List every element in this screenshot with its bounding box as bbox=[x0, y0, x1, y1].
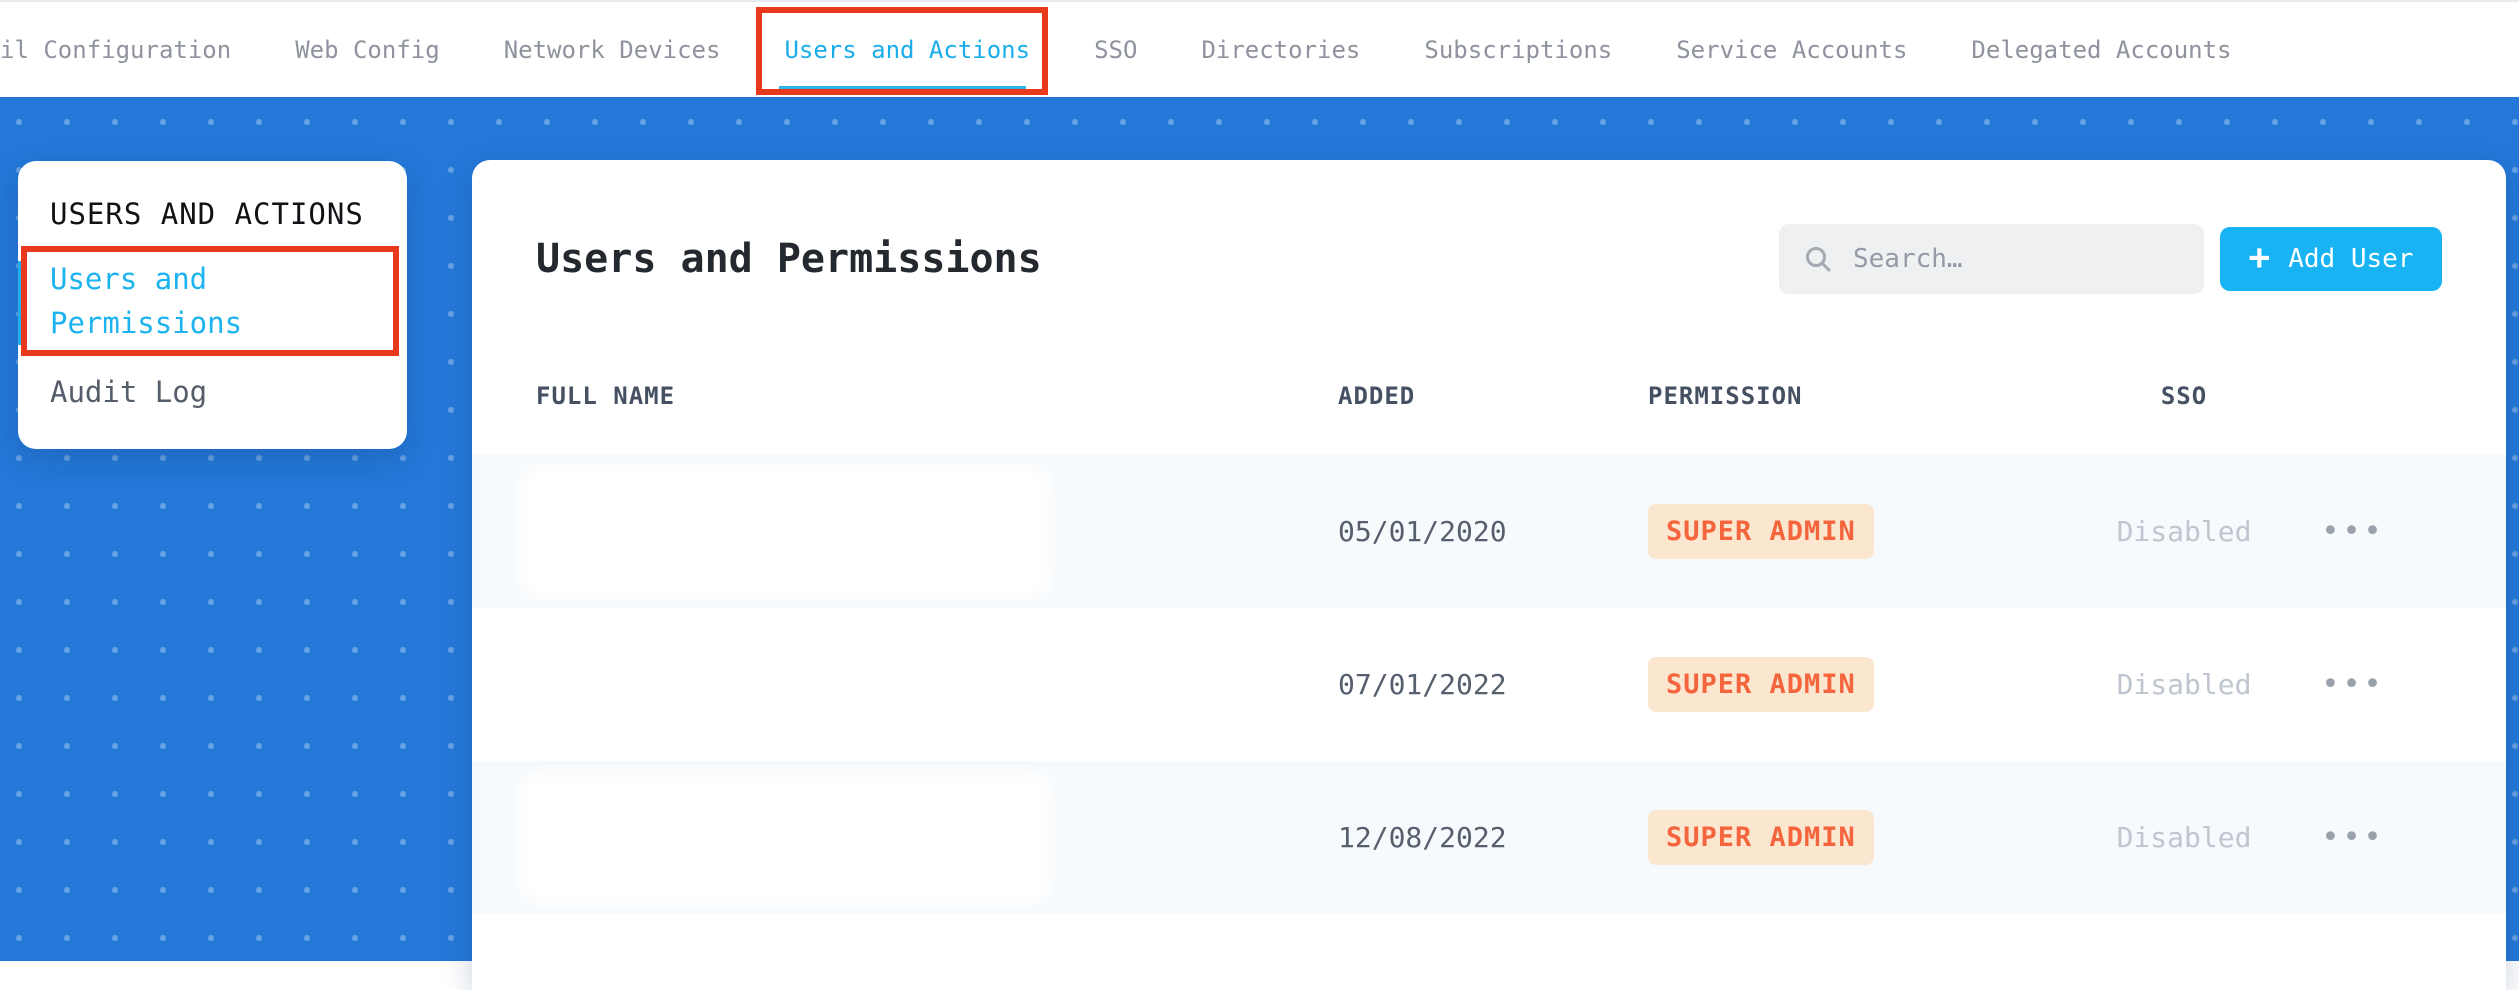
sso-status: Disabled bbox=[2116, 515, 2252, 548]
active-tab-underline bbox=[779, 86, 1026, 95]
users-and-permissions-panel: Users and Permissions + Add User FULL NA… bbox=[472, 160, 2506, 990]
page-title: Users and Permissions bbox=[536, 236, 1042, 282]
row-menu-ellipsis-icon[interactable]: ••• bbox=[2321, 819, 2385, 855]
plus-icon: + bbox=[2248, 236, 2271, 278]
redacted-full-name bbox=[530, 476, 1041, 587]
tab-subscriptions[interactable]: Subscriptions bbox=[1424, 35, 1613, 64]
tab-web-config[interactable]: Web Config bbox=[295, 35, 440, 64]
search-input[interactable] bbox=[1851, 243, 2180, 275]
tab-users-and-actions[interactable]: Users and Actions bbox=[784, 35, 1031, 64]
sso-status: Disabled bbox=[2116, 821, 2252, 854]
added-date: 07/01/2022 bbox=[1338, 668, 1507, 701]
column-header-sso: SSO bbox=[2160, 382, 2208, 410]
permission-badge: SUPER ADMIN bbox=[1648, 657, 1874, 712]
search-box[interactable] bbox=[1779, 224, 2204, 294]
search-icon bbox=[1806, 247, 1831, 272]
redacted-full-name bbox=[530, 782, 1041, 893]
table-header-row: FULL NAME ADDED PERMISSION SSO bbox=[472, 382, 2506, 410]
panel-header: Users and Permissions + Add User bbox=[472, 160, 2506, 294]
tab-directories[interactable]: Directories bbox=[1201, 35, 1361, 64]
added-date: 05/01/2020 bbox=[1338, 515, 1507, 548]
sidebar-item-label: Users and Permissions bbox=[50, 262, 243, 340]
table-row: 05/01/2020 SUPER ADMIN Disabled ••• bbox=[472, 455, 2506, 608]
column-header-full-name: FULL NAME bbox=[536, 382, 676, 410]
tab-service-accounts[interactable]: Service Accounts bbox=[1676, 35, 1908, 64]
sidebar-item-users-and-permissions[interactable]: Users and Permissions bbox=[18, 257, 380, 345]
table-row: 12/08/2022 SUPER ADMIN Disabled ••• bbox=[472, 761, 2506, 914]
permission-badge: SUPER ADMIN bbox=[1648, 810, 1874, 865]
added-date: 12/08/2022 bbox=[1338, 821, 1507, 854]
tab-delegated-accounts[interactable]: Delegated Accounts bbox=[1971, 35, 2232, 64]
column-header-permission: PERMISSION bbox=[1648, 382, 1803, 410]
table-row: 07/01/2022 SUPER ADMIN Disabled ••• bbox=[472, 608, 2506, 761]
permission-badge: SUPER ADMIN bbox=[1648, 504, 1874, 559]
sidebar-item-audit-log[interactable]: Audit Log bbox=[18, 370, 380, 414]
header-actions: + Add User bbox=[1779, 224, 2442, 294]
row-menu-ellipsis-icon[interactable]: ••• bbox=[2321, 666, 2385, 702]
sidebar-panel: USERS AND ACTIONS Users and Permissions … bbox=[18, 161, 407, 449]
table-body: 05/01/2020 SUPER ADMIN Disabled ••• 07/0… bbox=[472, 455, 2506, 914]
row-menu-ellipsis-icon[interactable]: ••• bbox=[2321, 513, 2385, 549]
top-navigation: il Configuration Web Config Network Devi… bbox=[0, 0, 2519, 97]
sidebar-heading: USERS AND ACTIONS bbox=[50, 197, 364, 231]
tab-configuration[interactable]: il Configuration bbox=[0, 35, 232, 64]
tab-network-devices[interactable]: Network Devices bbox=[503, 35, 721, 64]
add-user-label: Add User bbox=[2288, 244, 2414, 274]
column-header-added: ADDED bbox=[1338, 382, 1416, 410]
add-user-button[interactable]: + Add User bbox=[2220, 227, 2442, 291]
tab-sso[interactable]: SSO bbox=[1094, 35, 1138, 64]
sidebar-item-label: Audit Log bbox=[50, 375, 208, 409]
sso-status: Disabled bbox=[2116, 668, 2252, 701]
active-item-indicator-bar bbox=[18, 261, 25, 345]
redacted-full-name bbox=[530, 629, 1041, 740]
